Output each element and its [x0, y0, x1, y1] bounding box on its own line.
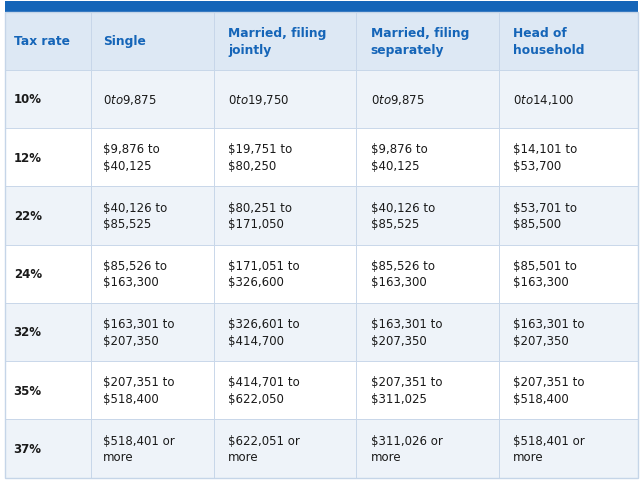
Text: 12%: 12%: [14, 151, 42, 164]
Text: $207,351 to
$518,400: $207,351 to $518,400: [512, 376, 584, 405]
Bar: [5, 303, 91, 361]
Bar: [91, 187, 214, 245]
Bar: [91, 71, 214, 129]
Bar: [5, 245, 91, 303]
Text: $518,401 or
more: $518,401 or more: [103, 434, 175, 463]
Bar: [91, 245, 214, 303]
Text: Tax rate: Tax rate: [14, 35, 69, 48]
Bar: [356, 245, 499, 303]
Text: $9,876 to
$40,125: $9,876 to $40,125: [103, 143, 159, 172]
Text: $207,351 to
$311,025: $207,351 to $311,025: [370, 376, 442, 405]
Text: 22%: 22%: [14, 209, 42, 222]
Text: $85,526 to
$163,300: $85,526 to $163,300: [103, 259, 167, 289]
Text: $85,501 to
$163,300: $85,501 to $163,300: [512, 259, 577, 289]
Bar: [214, 129, 356, 187]
Bar: [356, 303, 499, 361]
Text: Single: Single: [103, 35, 146, 48]
Text: 37%: 37%: [14, 442, 42, 455]
Bar: [5, 361, 91, 420]
Bar: [214, 361, 356, 420]
Bar: [356, 71, 499, 129]
Text: $171,051 to
$326,600: $171,051 to $326,600: [228, 259, 300, 289]
Bar: [5, 420, 91, 478]
Bar: [356, 420, 499, 478]
Bar: [214, 71, 356, 129]
Bar: [91, 303, 214, 361]
Bar: [5, 71, 91, 129]
Text: $163,301 to
$207,350: $163,301 to $207,350: [512, 317, 584, 347]
Text: Head of
household: Head of household: [512, 27, 584, 57]
Bar: [499, 245, 638, 303]
Text: $0 to $14,100: $0 to $14,100: [512, 93, 574, 107]
Bar: [356, 361, 499, 420]
Text: $311,026 or
more: $311,026 or more: [370, 434, 442, 463]
Bar: [499, 303, 638, 361]
Text: $163,301 to
$207,350: $163,301 to $207,350: [370, 317, 442, 347]
Bar: [91, 13, 214, 71]
Text: $622,051 or
more: $622,051 or more: [228, 434, 300, 463]
Text: $40,126 to
$85,525: $40,126 to $85,525: [370, 201, 435, 231]
Text: $518,401 or
more: $518,401 or more: [512, 434, 584, 463]
Bar: [499, 71, 638, 129]
Text: Married, filing
jointly: Married, filing jointly: [228, 27, 327, 57]
Bar: [499, 129, 638, 187]
Bar: [5, 2, 638, 13]
Text: $80,251 to
$171,050: $80,251 to $171,050: [228, 201, 292, 231]
Bar: [91, 420, 214, 478]
Bar: [91, 361, 214, 420]
Text: $0 to $9,875: $0 to $9,875: [370, 93, 424, 107]
Bar: [214, 245, 356, 303]
Text: 35%: 35%: [14, 384, 42, 397]
Text: $326,601 to
$414,700: $326,601 to $414,700: [228, 317, 300, 347]
Text: $0 to $19,750: $0 to $19,750: [228, 93, 290, 107]
Bar: [214, 13, 356, 71]
Bar: [356, 13, 499, 71]
Bar: [5, 13, 91, 71]
Bar: [356, 129, 499, 187]
Bar: [91, 129, 214, 187]
Bar: [214, 420, 356, 478]
Text: $9,876 to
$40,125: $9,876 to $40,125: [370, 143, 428, 172]
Text: $85,526 to
$163,300: $85,526 to $163,300: [370, 259, 435, 289]
Bar: [499, 420, 638, 478]
Text: $0 to $9,875: $0 to $9,875: [103, 93, 157, 107]
Bar: [356, 187, 499, 245]
Text: $163,301 to
$207,350: $163,301 to $207,350: [103, 317, 174, 347]
Bar: [214, 187, 356, 245]
Text: 24%: 24%: [14, 267, 42, 281]
Bar: [499, 361, 638, 420]
Bar: [5, 187, 91, 245]
Bar: [5, 129, 91, 187]
Bar: [499, 13, 638, 71]
Text: $14,101 to
$53,700: $14,101 to $53,700: [512, 143, 577, 172]
Text: 32%: 32%: [14, 326, 42, 339]
Bar: [499, 187, 638, 245]
Text: Married, filing
separately: Married, filing separately: [370, 27, 469, 57]
Text: $19,751 to
$80,250: $19,751 to $80,250: [228, 143, 293, 172]
Text: $207,351 to
$518,400: $207,351 to $518,400: [103, 376, 174, 405]
Text: 10%: 10%: [14, 93, 42, 106]
Text: $414,701 to
$622,050: $414,701 to $622,050: [228, 376, 300, 405]
Text: $40,126 to
$85,525: $40,126 to $85,525: [103, 201, 167, 231]
Text: $53,701 to
$85,500: $53,701 to $85,500: [512, 201, 577, 231]
Bar: [214, 303, 356, 361]
